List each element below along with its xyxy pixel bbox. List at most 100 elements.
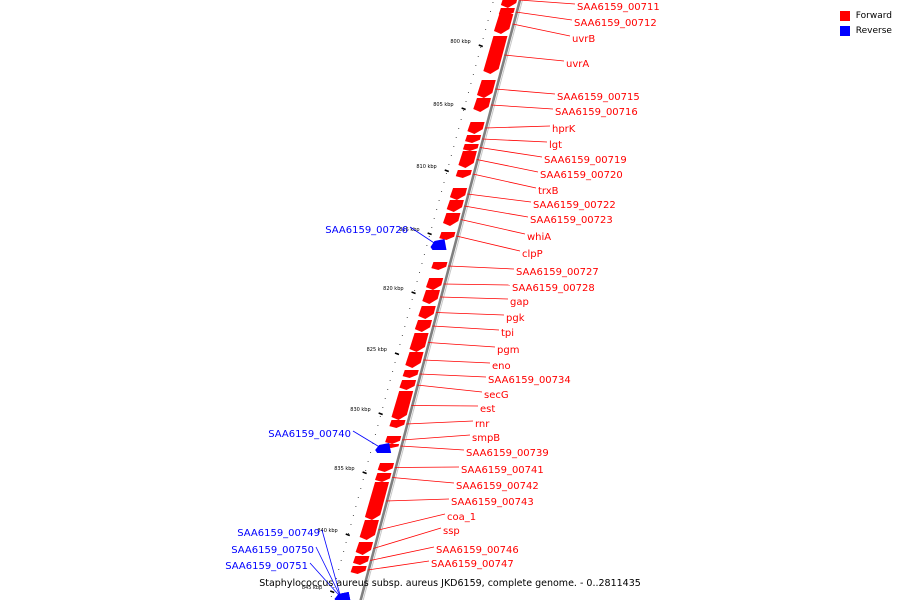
gene-arrow-saa6159-00751	[334, 592, 351, 600]
gene-arrow-saa6159-00716	[473, 98, 491, 112]
gene-arrow-whia	[442, 213, 461, 226]
ruler-dot	[360, 488, 362, 489]
gene-arrow-trxb	[455, 170, 472, 178]
gene-label-saa6159-00720: SAA6159_00720	[540, 170, 623, 181]
gene-arrow-hprk	[467, 122, 485, 134]
leader-line-lgt	[482, 138, 548, 143]
gene-arrow-saa6159-00728	[426, 278, 444, 290]
ruler-dot	[458, 128, 460, 129]
leader-line-trxb	[472, 173, 537, 189]
gene-label-saa6159-00716: SAA6159_00716	[555, 107, 638, 118]
leader-line-rnr	[406, 420, 474, 425]
ruler-dot	[485, 29, 487, 30]
leader-line-saa6159-00742	[392, 477, 455, 484]
ruler-dot	[463, 110, 465, 111]
ruler-dot	[343, 551, 345, 552]
leader-line-gap	[440, 296, 509, 300]
ruler-dot	[465, 101, 467, 102]
tick-mark	[378, 412, 383, 416]
gene-label-uvrb: uvrB	[572, 34, 595, 45]
gene-label-saa6159-00726: SAA6159_00726	[325, 225, 408, 236]
leader-line-saa6159-00728	[443, 283, 511, 286]
ruler-dot	[411, 299, 413, 300]
leader-line-saa6159-00739	[400, 445, 465, 451]
map-caption: Staphylococcus aureus subsp. aureus JKD6…	[259, 578, 641, 589]
ruler-dot	[401, 335, 403, 336]
leader-line-saa6159-00746	[370, 546, 435, 561]
ruler-dot	[377, 425, 379, 426]
leader-line-saa6159-00743	[385, 498, 450, 502]
tick-label: 820 kbp	[383, 286, 403, 292]
ruler-dot	[338, 569, 340, 570]
gene-label-saa6159-00742: SAA6159_00742	[456, 481, 539, 492]
gene-arrow-saa6159-00734	[402, 370, 419, 378]
ruler-dot	[379, 416, 381, 417]
tick-mark	[411, 291, 416, 295]
leader-line-saa6159-00741	[394, 466, 460, 468]
ruler-dot	[423, 254, 425, 255]
leader-line-est	[411, 405, 479, 407]
gene-label-saa6159-00743: SAA6159_00743	[451, 497, 534, 508]
ruler-dot	[406, 317, 408, 318]
tick-mark	[394, 352, 400, 356]
ruler-dot	[335, 578, 337, 579]
tick-label: 830 kbp	[350, 407, 370, 413]
ruler-dot	[448, 164, 450, 165]
gene-label-gap: gap	[510, 297, 529, 308]
forward-swatch	[839, 10, 850, 21]
legend: Forward Reverse	[839, 8, 892, 38]
ruler-dot	[370, 452, 372, 453]
leader-line-pgk	[436, 312, 505, 316]
gene-arrow-tpi	[414, 320, 433, 332]
gene-arrow-saa6159-00720	[458, 151, 477, 168]
gene-arrow-secg	[399, 380, 417, 390]
gene-label-saa6159-00722: SAA6159_00722	[533, 200, 616, 211]
gene-label-est: est	[480, 404, 495, 415]
gene-label-rnr: rnr	[475, 419, 490, 430]
leader-line-saa6159-00715	[495, 88, 556, 95]
leader-line-coa-1	[378, 513, 446, 531]
ruler-dot	[367, 461, 369, 462]
tick-label: 835 kbp	[334, 466, 354, 472]
gene-arrow-eno	[405, 352, 424, 368]
leader-line-whia	[460, 219, 526, 235]
ruler-dot	[409, 308, 411, 309]
gene-arrow-pgm	[409, 333, 429, 352]
gene-label-ssp: ssp	[443, 526, 460, 537]
gene-arrow-saa6159-00743	[364, 482, 390, 520]
ruler-dot	[340, 560, 342, 561]
ruler-dot	[441, 191, 443, 192]
backbone-shadow	[362, 0, 524, 600]
gene-label-uvra: uvrA	[566, 59, 589, 70]
gene-label-trxb: trxB	[538, 186, 559, 197]
ruler-dot	[445, 173, 447, 174]
gene-label-saa6159-00741: SAA6159_00741	[461, 465, 544, 476]
gene-label-saa6159-00746: SAA6159_00746	[436, 545, 519, 556]
leader-line-hprk	[485, 125, 551, 129]
ruler-dot	[350, 524, 352, 525]
ruler-dot	[374, 434, 376, 435]
gene-label-clpp: clpP	[522, 249, 543, 260]
tick-mark	[345, 533, 351, 537]
gene-label-saa6159-00727: SAA6159_00727	[516, 267, 599, 278]
leader-line-saa6159-00740	[352, 430, 382, 449]
ruler-dot	[482, 38, 484, 39]
ruler-dot	[382, 407, 384, 408]
tick-mark	[478, 44, 484, 48]
gene-arrow-clpp	[439, 232, 456, 240]
gene-label-saa6159-00719: SAA6159_00719	[544, 155, 627, 166]
gene-label-saa6159-00734: SAA6159_00734	[488, 375, 571, 386]
ruler-dot	[394, 362, 396, 363]
backbone-line	[359, 0, 522, 600]
leader-line-saa6159-00711	[518, 0, 576, 5]
ruler-dot	[414, 290, 416, 291]
ruler-dot	[460, 119, 462, 120]
ruler-dot	[492, 2, 494, 3]
legend-item-reverse: Reverse	[839, 23, 892, 38]
ruler-dot	[421, 263, 423, 264]
gene-label-saa6159-00747: SAA6159_00747	[431, 559, 514, 570]
gene-arrow-lgt	[465, 135, 482, 143]
leader-line-saa6159-00716	[491, 104, 554, 110]
leader-line-saa6159-00727	[448, 265, 515, 270]
